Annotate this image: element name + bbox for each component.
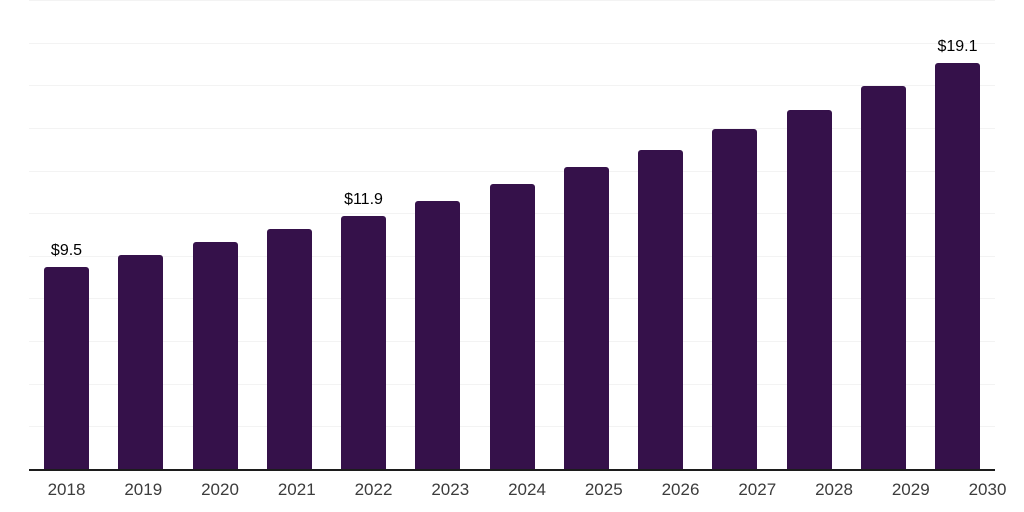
bar-slot-2021: [266, 1, 312, 470]
bar-value-label-2022: $11.9: [344, 191, 383, 209]
x-tick-label-2019: 2019: [124, 480, 163, 499]
gridline-16: [29, 127, 995, 129]
bar-2018: [44, 267, 89, 470]
bar-value-label-2018: $9.5: [50, 242, 83, 260]
x-tick-slot-2028: 2028: [812, 480, 857, 500]
bar-slot-2023: [415, 1, 461, 470]
x-tick-label-2029: 2029: [891, 480, 930, 499]
x-tick-slot-2020: 2020: [198, 480, 243, 500]
x-tick-label-2027: 2027: [738, 480, 777, 499]
plot-area: $9.5 $11.9 $19.1: [29, 0, 995, 471]
x-tick-slot-2021: 2021: [274, 480, 319, 500]
bar-2027: [712, 128, 758, 470]
x-tick-slot-2018: 2018: [44, 480, 89, 500]
bar-2021: [266, 229, 312, 470]
x-tick-label-2018: 2018: [47, 480, 86, 499]
bar-slot-2030: $19.1: [935, 1, 980, 470]
x-tick-slot-2022: 2022: [351, 480, 396, 500]
bar-slot-2022: $11.9: [341, 1, 386, 470]
bar-slot-2024: [489, 1, 535, 470]
bar-2030: [935, 62, 980, 470]
x-tick-slot-2026: 2026: [658, 480, 703, 500]
x-tick-slot-2027: 2027: [735, 480, 780, 500]
bar-slot-2020: [192, 1, 238, 470]
bar-slot-2018: $9.5: [44, 1, 89, 470]
x-tick-label-2020: 2020: [201, 480, 239, 499]
x-tick-label-2025: 2025: [584, 480, 623, 499]
x-tick-slot-2024: 2024: [505, 480, 550, 500]
x-tick-label-2028: 2028: [815, 480, 853, 499]
x-tick-label-2021: 2021: [277, 480, 316, 499]
bars-row: $9.5 $11.9 $19.1: [29, 1, 995, 470]
bar-2029: [860, 86, 906, 470]
x-tick-slot-2025: 2025: [581, 480, 626, 500]
x-tick-slot-2023: 2023: [428, 480, 473, 500]
bar-slot-2026: [638, 1, 683, 470]
x-tick-label-2030: 2030: [968, 480, 1007, 499]
x-tick-label-2024: 2024: [508, 480, 546, 499]
bar-value-label-2030: $19.1: [937, 37, 978, 55]
bar-2025: [563, 167, 609, 470]
gridline-18: [29, 85, 995, 87]
x-tick-slot-2029: 2029: [888, 480, 933, 500]
x-tick-slot-2019: 2019: [121, 480, 166, 500]
x-tick-label-2026: 2026: [661, 480, 700, 499]
x-tick-label-2023: 2023: [431, 480, 470, 499]
bar-2024: [489, 184, 535, 470]
bar-2020: [192, 241, 238, 470]
bar-slot-2028: [786, 1, 832, 470]
bar-2028: [786, 109, 832, 470]
bar-2023: [415, 201, 461, 470]
gridline-14: [29, 170, 995, 172]
x-tick-slot-2030: 2030: [965, 480, 1010, 500]
gridline-22: [29, 0, 995, 1]
x-axis-tick-labels: 2018 2019 2020 2021 2022 2023 2024 2025 2026 2027…: [29, 480, 1024, 500]
bar-2019: [118, 254, 164, 470]
bar-slot-2029: [860, 1, 906, 470]
bar-slot-2025: [563, 1, 609, 470]
bar-slot-2019: [118, 1, 164, 470]
x-axis-line: [29, 469, 995, 471]
bar-2026: [638, 150, 683, 470]
bar-2022: [341, 216, 386, 470]
bar-slot-2027: [712, 1, 758, 470]
gridline-20: [29, 42, 995, 44]
x-tick-label-2022: 2022: [354, 480, 393, 499]
